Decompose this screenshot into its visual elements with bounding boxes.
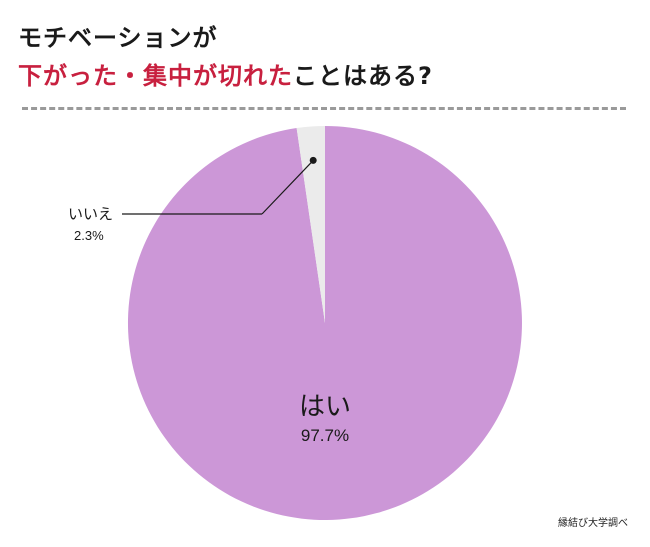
pie-slice-no bbox=[296, 126, 325, 323]
pie-slices bbox=[127, 126, 522, 520]
pie-slice-yes bbox=[127, 126, 522, 520]
no-slice-leader-line bbox=[261, 159, 314, 215]
chart-title-accent: 下がった・集中が切れた bbox=[18, 62, 293, 90]
yes-slice-value: 97.7% bbox=[301, 426, 349, 445]
no-slice-leader-dot bbox=[309, 156, 317, 164]
no-slice-label: いいえ bbox=[68, 205, 113, 223]
title-divider bbox=[22, 107, 626, 110]
no-slice-value: 2.3% bbox=[74, 228, 104, 243]
yes-slice-label: はい bbox=[299, 392, 351, 422]
chart-title-rest: ことはある? bbox=[293, 62, 433, 90]
source-note: 縁結び大学調べ bbox=[558, 518, 628, 529]
chart-title-line1: モチベーションが bbox=[18, 24, 218, 52]
chart-title-line2: 下がった・集中が切れたことはある? bbox=[18, 56, 433, 91]
